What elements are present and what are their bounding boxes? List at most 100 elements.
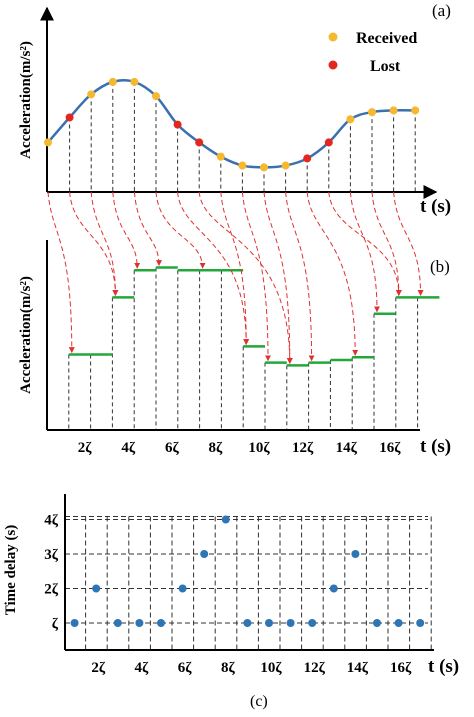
time-delay-point <box>373 619 381 627</box>
legend-received-label: Received <box>356 30 417 47</box>
panel-b-x-tick-label: 10ζ <box>248 440 270 456</box>
transmission-arrows <box>47 191 424 364</box>
received-sample-point <box>152 92 160 101</box>
panel-c: ζ 2ζ 3ζ 4ζ 2ζ 4ζ 6ζ 8ζ 10ζ 12ζ 14ζ 16ζ Time delay … <box>3 494 459 710</box>
received-sample-point <box>389 106 398 115</box>
received-sample-point <box>216 152 225 161</box>
transmission-arrow <box>198 191 293 364</box>
time-delay-point <box>200 550 209 558</box>
time-delay-point <box>70 619 79 627</box>
panel-c-x-tick-label: 8ζ <box>221 660 236 676</box>
received-sample-point <box>44 138 52 147</box>
panel-c-x-tick-label: 2ζ <box>91 660 106 676</box>
panel-c-x-tick-label: 14ζ <box>347 660 369 676</box>
panel-a-ylabel: Acceleration(m/s²) <box>18 41 34 159</box>
panel-b-xlabel: t (s) <box>420 436 451 457</box>
transmission-arrow <box>112 191 141 269</box>
received-sample-point <box>238 161 247 170</box>
received-sample-point <box>368 108 376 117</box>
lost-sample-point <box>303 154 312 163</box>
transmission-arrow <box>69 191 119 296</box>
transmission-arrow <box>47 191 75 354</box>
transmission-arrow <box>155 191 206 269</box>
panel-b-x-tick-label: 6ζ <box>165 440 180 456</box>
transmission-arrow <box>349 191 380 313</box>
panel-a-label: (a) <box>432 1 451 20</box>
lost-sample-point <box>324 138 333 147</box>
panel-c-gridlines <box>65 516 432 650</box>
time-delay-point <box>286 619 295 627</box>
panel-b-x-tick-label: 4ζ <box>121 440 136 456</box>
time-delay-point <box>221 515 230 524</box>
panel-c-y-tick-label: 2ζ <box>44 582 59 598</box>
panel-a: (a) Acceleration(m/s²) t (s) Received Lo… <box>18 1 451 217</box>
panel-b-gridlines <box>68 267 419 430</box>
time-delay-point <box>92 584 101 593</box>
panel-b: 2ζ 4ζ 6ζ 8ζ 10ζ 12ζ 14ζ 16ζ (b) Acceleration(m/… <box>18 240 451 457</box>
panel-c-label: (c) <box>250 693 268 710</box>
received-sample-point <box>87 90 96 99</box>
transmission-arrow <box>371 191 402 296</box>
time-delay-point <box>329 584 338 593</box>
received-sample-point <box>260 163 268 172</box>
time-delay-point <box>157 619 165 627</box>
time-delay-point <box>416 619 425 627</box>
transmission-arrow <box>263 191 293 364</box>
transmission-arrow <box>328 191 402 296</box>
panel-b-ylabel: Acceleration(m/s²) <box>18 276 34 394</box>
panel-c-xlabel: t (s) <box>428 656 459 677</box>
panel-a-xlabel: t (s) <box>420 196 451 217</box>
transmission-arrow <box>220 191 250 345</box>
received-sample-point <box>281 161 290 170</box>
lost-sample-point <box>173 120 182 129</box>
received-sample-point <box>411 106 420 115</box>
transmission-arrow <box>393 191 424 296</box>
time-delay-point <box>243 619 252 627</box>
panel-a-sample-points <box>44 77 420 172</box>
panel-c-x-tick-label: 12ζ <box>304 660 326 676</box>
panel-c-x-tick-label: 16ζ <box>390 660 412 676</box>
legend-lost-label: Lost <box>370 58 401 75</box>
time-delay-point <box>178 584 187 593</box>
acceleration-curve <box>47 78 416 169</box>
transmission-arrow <box>306 191 359 356</box>
time-delay-point <box>308 619 317 627</box>
received-sample-point <box>108 77 117 86</box>
panel-c-y-tick-label: 3ζ <box>44 547 59 563</box>
panel-c-y-tick-labels: ζ 2ζ 3ζ 4ζ <box>44 513 59 633</box>
panel-b-label: (b) <box>430 257 450 276</box>
received-sample-point <box>130 77 139 86</box>
transmission-arrow <box>90 191 119 296</box>
panel-b-x-tick-label: 14ζ <box>336 440 358 456</box>
transmission-arrow <box>285 191 315 362</box>
panel-a-gridlines <box>69 81 416 192</box>
panel-c-y-tick-label: ζ <box>52 616 59 632</box>
panel-c-x-tick-label: 10ζ <box>260 660 282 676</box>
panel-b-x-tick-label: 8ζ <box>209 440 224 456</box>
transmission-arrow <box>241 191 271 362</box>
panel-c-x-tick-labels: 2ζ 4ζ 6ζ 8ζ 10ζ 12ζ 14ζ 16ζ <box>91 660 412 676</box>
legend-lost-marker <box>328 60 338 70</box>
panel-b-x-tick-label: 12ζ <box>292 440 314 456</box>
time-delay-point <box>265 619 273 627</box>
time-delay-point <box>394 619 403 627</box>
panel-b-x-tick-labels: 2ζ 4ζ 6ζ 8ζ 10ζ 12ζ 14ζ 16ζ <box>78 440 401 456</box>
received-sample-point <box>346 115 355 124</box>
transmission-arrow <box>177 191 250 345</box>
panel-c-x-tick-label: 4ζ <box>135 660 150 676</box>
lost-sample-point <box>65 113 74 122</box>
panel-c-y-tick-label: 4ζ <box>44 513 59 529</box>
time-delay-point <box>351 550 360 558</box>
panel-c-x-tick-label: 6ζ <box>178 660 193 676</box>
legend-received-marker <box>328 32 338 42</box>
panel-b-steps <box>68 266 440 367</box>
transmission-arrow <box>133 191 162 267</box>
legend: Received Lost <box>328 30 417 75</box>
panel-b-x-tick-label: 2ζ <box>78 440 93 456</box>
panel-c-points <box>70 515 425 627</box>
lost-sample-point <box>195 138 204 147</box>
time-delay-point <box>135 619 144 627</box>
time-delay-point <box>113 619 122 627</box>
panel-b-x-tick-label: 16ζ <box>379 440 401 456</box>
